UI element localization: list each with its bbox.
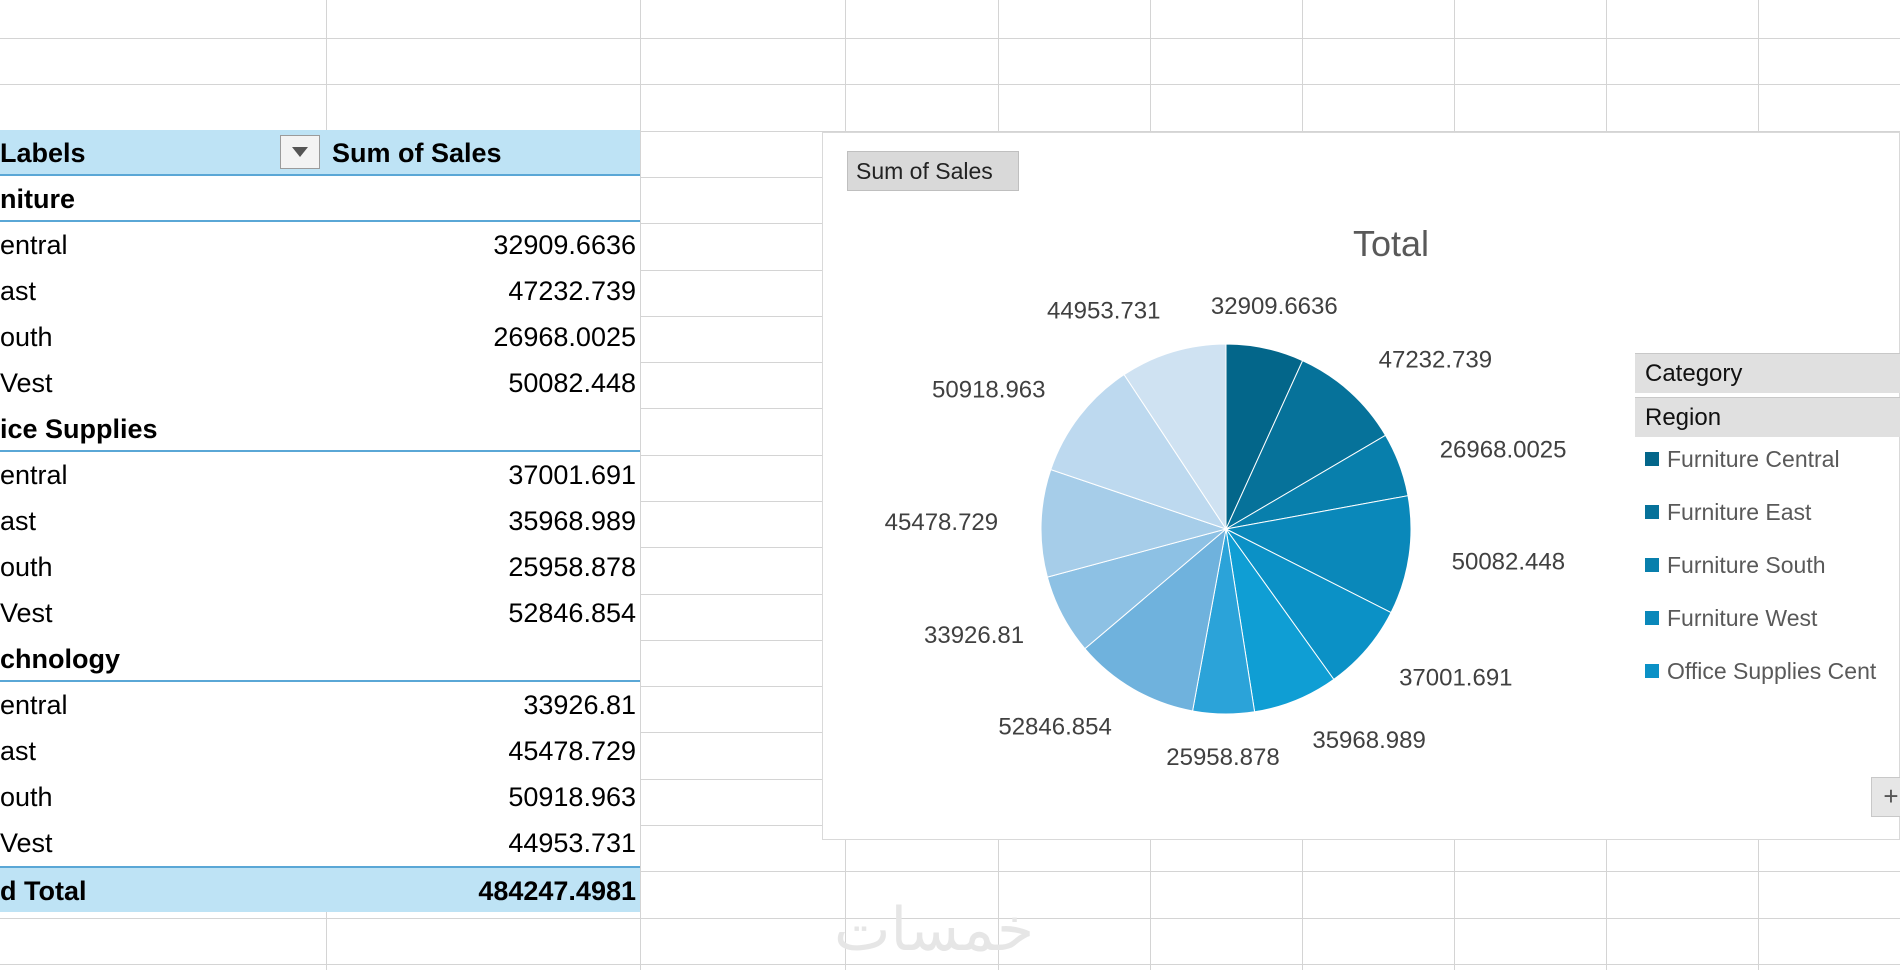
pivot-row-value: 45478.729	[508, 736, 636, 766]
region-field-button[interactable]: Region	[1635, 397, 1900, 437]
pivot-row-label: entral	[0, 690, 68, 720]
pivot-row-label: outh	[0, 552, 53, 582]
pivot-row-value: 52846.854	[508, 598, 636, 628]
pie-slice[interactable]	[1040, 468, 1228, 578]
pivot-item-row: entral 37001.691	[0, 452, 640, 498]
legend-item-label: Furniture East	[1667, 499, 1812, 525]
pie-data-label: 35968.989	[1312, 727, 1425, 754]
pie-data-label: 50082.448	[1452, 549, 1565, 576]
pivot-row-label: ast	[0, 276, 37, 306]
legend-item[interactable]: Furniture East	[1645, 499, 1811, 526]
grid-row-line	[0, 131, 1900, 132]
pie-slice[interactable]	[1123, 343, 1227, 531]
pivot-item-row: outh 25958.878	[0, 544, 640, 590]
chart-title: Total	[1353, 223, 1430, 264]
grand-total-label: d Total	[0, 876, 87, 906]
legend-item-label: Furniture South	[1667, 552, 1826, 578]
legend-item[interactable]: Furniture South	[1645, 552, 1826, 579]
pivot-item-row: outh 50918.963	[0, 774, 640, 820]
row-labels-header: Labels	[0, 138, 86, 168]
pie-chart[interactable]: Sum of Sales Total 32909.6636 47232.739 26…	[822, 132, 1900, 840]
pivot-row-label: ice Supplies	[0, 414, 158, 444]
pivot-row-value: 47232.739	[508, 276, 636, 306]
watermark-logo: خمسات	[834, 895, 1035, 965]
pivot-row-label: Vest	[0, 598, 53, 628]
pie-data-label: 33926.81	[924, 622, 1024, 649]
pivot-row-value: 26968.0025	[493, 322, 636, 352]
pivot-item-row: entral 33926.81	[0, 682, 640, 728]
pivot-row-label: niture	[0, 184, 76, 214]
pivot-row-label: Vest	[0, 368, 53, 398]
row-labels-filter-button[interactable]	[280, 135, 320, 169]
pivot-item-row: ast 47232.739	[0, 268, 640, 314]
pivot-item-row: entral 32909.6636	[0, 222, 640, 268]
pivot-row-label: Vest	[0, 828, 53, 858]
grid-row-line	[0, 918, 1900, 919]
pivot-category-row: niture	[0, 176, 640, 222]
chart-expand-button[interactable]: +	[1871, 777, 1900, 817]
legend-item-label: Office Supplies Cent	[1667, 658, 1877, 684]
grid-column-line	[640, 0, 641, 970]
pie-data-label: 52846.854	[998, 713, 1111, 740]
grid-row-line	[0, 871, 1900, 872]
pivot-row-value: 33926.81	[523, 690, 636, 720]
pivot-row-value: 35968.989	[508, 506, 636, 536]
pivot-category-row: chnology	[0, 636, 640, 682]
pivot-item-row: ast 45478.729	[0, 728, 640, 774]
dropdown-arrow-icon	[292, 147, 308, 157]
pivot-row-label: outh	[0, 782, 53, 812]
pivot-item-row: Vest 44953.731	[0, 820, 640, 866]
pivot-row-value: 50918.963	[508, 782, 636, 812]
pie-data-label: 44953.731	[1047, 298, 1160, 325]
legend-swatch	[1645, 610, 1659, 625]
legend-swatch	[1645, 557, 1659, 572]
pivot-item-row: Vest 50082.448	[0, 360, 640, 406]
pivot-row-value: 44953.731	[508, 828, 636, 858]
pie-slice[interactable]	[1224, 359, 1387, 531]
pivot-header-row: Labels Sum of Sales	[0, 130, 640, 176]
pivot-row-label: ast	[0, 506, 37, 536]
pivot-row-label: entral	[0, 460, 68, 490]
legend-item[interactable]: Office Supplies Cent	[1645, 658, 1876, 685]
legend-item-label: Furniture West	[1667, 605, 1818, 631]
pivot-item-row: Vest 52846.854	[0, 590, 640, 636]
legend-item[interactable]: Furniture Central	[1645, 446, 1840, 473]
pivot-row-label: entral	[0, 230, 68, 260]
pie-data-label: 32909.6636	[1211, 293, 1338, 320]
pivot-row-value: 37001.691	[508, 460, 636, 490]
pivot-row-label: chnology	[0, 644, 120, 674]
grand-total-value: 484247.4981	[478, 876, 636, 906]
pivot-row-value: 50082.448	[508, 368, 636, 398]
grid-row-line	[0, 38, 1900, 39]
grand-total-row: d Total 484247.4981	[0, 866, 640, 912]
sum-of-sales-field-button[interactable]: Sum of Sales	[847, 151, 1019, 191]
pie-data-label: 45478.729	[885, 509, 998, 536]
grid-row-line	[0, 84, 1900, 85]
pivot-row-value: 25958.878	[508, 552, 636, 582]
legend-item[interactable]: Furniture West	[1645, 605, 1817, 632]
pivot-item-row: outh 26968.0025	[0, 314, 640, 360]
pivot-category-row: ice Supplies	[0, 406, 640, 452]
legend-swatch	[1645, 663, 1659, 678]
pie-slice[interactable]	[1084, 527, 1227, 712]
pivot-row-label: ast	[0, 736, 37, 766]
grid-row-line	[0, 964, 1900, 965]
pivot-item-row: ast 35968.989	[0, 498, 640, 544]
legend-item-label: Furniture Central	[1667, 446, 1840, 472]
pie-data-label: 25958.878	[1166, 744, 1279, 771]
pie-plot: 32909.6636 47232.739 26968.0025 50082.448 37…	[885, 293, 1567, 771]
pie-data-label: 26968.0025	[1440, 437, 1567, 464]
sum-of-sales-header: Sum of Sales	[332, 138, 502, 168]
legend-swatch	[1645, 504, 1659, 519]
pie-data-label: 37001.691	[1399, 664, 1512, 691]
pivot-row-value: 32909.6636	[493, 230, 636, 260]
pie-slice[interactable]	[1224, 495, 1412, 614]
pie-slice[interactable]	[1050, 373, 1228, 530]
pie-data-label: 50918.963	[932, 377, 1045, 404]
pivot-row-label: outh	[0, 322, 53, 352]
category-field-button[interactable]: Category	[1635, 353, 1900, 393]
pie-data-label: 47232.739	[1379, 347, 1492, 374]
legend-swatch	[1645, 451, 1659, 466]
